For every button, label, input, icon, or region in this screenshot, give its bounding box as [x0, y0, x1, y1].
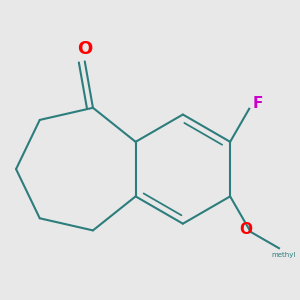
Text: O: O: [240, 222, 253, 237]
Text: methyl: methyl: [271, 252, 296, 258]
Text: F: F: [252, 96, 262, 111]
Text: O: O: [77, 40, 92, 58]
